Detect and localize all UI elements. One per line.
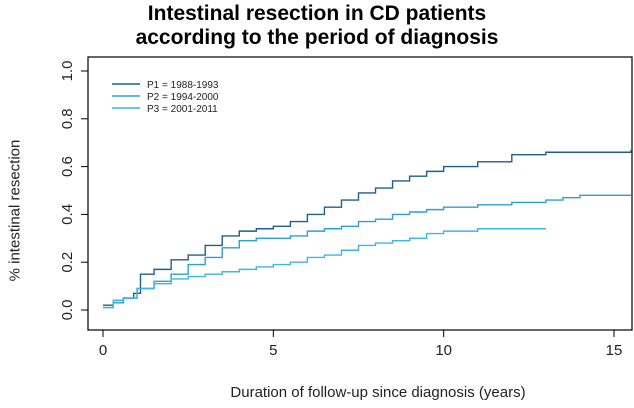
x-tick-label: 15 bbox=[606, 342, 623, 359]
legend-label-3: P3 = 2001-2011 bbox=[147, 104, 218, 115]
y-tick-label: 1.0 bbox=[59, 61, 76, 82]
y-tick-label: 0.6 bbox=[59, 156, 76, 177]
series-line-3 bbox=[103, 228, 546, 309]
x-axis-label: Duration of follow-up since diagnosis (y… bbox=[230, 384, 526, 401]
plot-frame bbox=[87, 56, 633, 331]
legend-label-1: P1 = 1988-1993 bbox=[147, 80, 219, 91]
series-line-2 bbox=[103, 194, 632, 309]
y-tick-label: 0.2 bbox=[59, 252, 76, 273]
chart-title-line2: according to the period of diagnosis bbox=[135, 26, 499, 49]
y-tick-label: 0.8 bbox=[59, 108, 76, 129]
chart-title-line1: Intestinal resection in CD patients bbox=[147, 2, 487, 25]
x-tick-label: 0 bbox=[99, 342, 107, 359]
x-tick-label: 10 bbox=[435, 342, 452, 359]
series-line-1 bbox=[103, 149, 632, 306]
y-tick-label: 0.0 bbox=[59, 300, 76, 321]
legend-label-2: P2 = 1994-2000 bbox=[147, 92, 219, 103]
x-tick-label: 5 bbox=[269, 342, 277, 359]
y-tick-label: 0.4 bbox=[59, 204, 76, 225]
